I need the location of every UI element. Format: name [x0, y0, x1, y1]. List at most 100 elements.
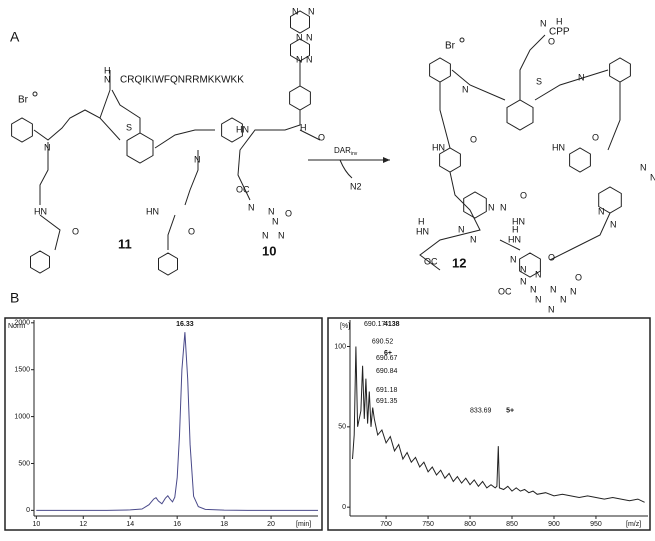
data-line — [352, 346, 645, 503]
ring — [30, 250, 50, 274]
atom-label: HN — [432, 142, 445, 152]
annotation: 690.17 — [364, 321, 386, 328]
x-tick-label: 12 — [79, 521, 87, 528]
y-axis-label: [%] — [340, 323, 350, 330]
compound-number: 10 — [262, 243, 276, 258]
y-tick-label: 500 — [18, 460, 30, 467]
atom-label: N — [306, 54, 313, 64]
atom-label: N — [548, 304, 555, 314]
atom-label: N — [44, 142, 51, 152]
atom-label: HN — [512, 216, 525, 226]
annotation: 833.69 — [470, 408, 492, 415]
y-tick-label: 1000 — [14, 413, 30, 420]
bond — [237, 61, 321, 201]
atom-label: N — [570, 286, 577, 296]
ring — [609, 57, 631, 83]
atom-label: O — [548, 252, 555, 262]
atom-label: N — [540, 18, 547, 28]
atom-label: N — [488, 202, 495, 212]
atom-label: S — [536, 76, 542, 86]
y-tick-label: 1500 — [14, 367, 30, 374]
x-tick-label: 14 — [126, 521, 134, 528]
atom-label: O — [285, 208, 292, 218]
atom-label: H — [512, 224, 519, 234]
atom-label: HN — [552, 142, 565, 152]
atom-label: S — [126, 122, 132, 132]
x-tick-label: 800 — [464, 521, 476, 528]
compound-number: 11 — [118, 236, 132, 251]
x-tick-label: 750 — [422, 521, 434, 528]
charge — [459, 37, 465, 43]
panel-label: B — [10, 290, 19, 306]
panel-label: A — [10, 29, 20, 45]
x-tick-label: 20 — [267, 521, 275, 528]
annotation: 4138 — [384, 321, 400, 328]
atom-label: N — [462, 84, 469, 94]
peptide: CRQIKIWFQNRRMKKWKK — [120, 75, 244, 86]
atom-label: O — [318, 132, 325, 142]
atom-label: N — [610, 219, 617, 229]
atom-label: N — [262, 230, 269, 240]
atom-label: N — [458, 224, 465, 234]
counterion: Br — [445, 41, 456, 52]
atom-label: O — [592, 132, 599, 142]
atom-label: O — [520, 190, 527, 200]
atom-label: OC — [498, 286, 512, 296]
bond — [33, 70, 215, 149]
atom-label: N — [248, 202, 255, 212]
arrow-head — [383, 157, 390, 163]
atom-label: N — [308, 6, 315, 16]
x-tick-label: 18 — [220, 521, 228, 528]
data-line — [36, 332, 318, 511]
reagent-subscript: inv — [351, 151, 358, 157]
atom-label: O — [575, 272, 582, 282]
atom-label: N — [650, 172, 655, 182]
y-axis-label: Norm — [8, 323, 25, 330]
atom-label: H — [556, 16, 563, 26]
atom-label: N — [278, 230, 285, 240]
x-tick-label: 16 — [173, 521, 181, 528]
ring — [506, 99, 534, 131]
atom-label: N — [550, 284, 557, 294]
ring — [158, 252, 178, 276]
annotation: 690.67 — [376, 355, 398, 362]
atom-label: N — [272, 216, 279, 226]
atom-label: N — [598, 206, 605, 216]
atom-label: N — [470, 234, 477, 244]
atom-label: N — [578, 72, 585, 82]
atom-label: N — [104, 74, 111, 84]
atom-label: N — [520, 264, 527, 274]
x-tick-label: 900 — [548, 521, 560, 528]
atom-label: N — [535, 294, 542, 304]
y-tick-label: 100 — [334, 343, 346, 350]
arrow-branch — [339, 159, 353, 179]
ring — [463, 191, 487, 219]
counterion: Br — [18, 95, 29, 106]
atom-label: N — [640, 162, 647, 172]
atom-label: O — [72, 226, 79, 236]
x-axis-label: [m/z] — [626, 521, 641, 528]
annotation: 691.18 — [376, 387, 398, 394]
annotation: 16.33 — [176, 321, 194, 328]
ring — [569, 147, 591, 173]
byproduct: N2 — [350, 181, 362, 191]
annotation: 5+ — [506, 408, 514, 415]
ring — [289, 85, 311, 111]
atom-label: N — [510, 254, 517, 264]
y-tick-label: 50 — [338, 424, 346, 431]
atom-label: H — [300, 122, 307, 132]
annotation: 6+ — [384, 350, 392, 357]
annotation: 690.52 — [372, 339, 394, 346]
ring — [126, 132, 154, 164]
bond — [39, 142, 199, 251]
annotation: 690.84 — [376, 368, 398, 375]
bond — [439, 34, 621, 151]
ring — [519, 252, 541, 278]
atom-label: OC — [236, 184, 250, 194]
ring — [11, 117, 33, 143]
atom-label: N — [530, 284, 537, 294]
atom-label: N — [520, 276, 527, 286]
x-tick-label: 10 — [32, 521, 40, 528]
reagent-name: DAR — [334, 146, 351, 155]
